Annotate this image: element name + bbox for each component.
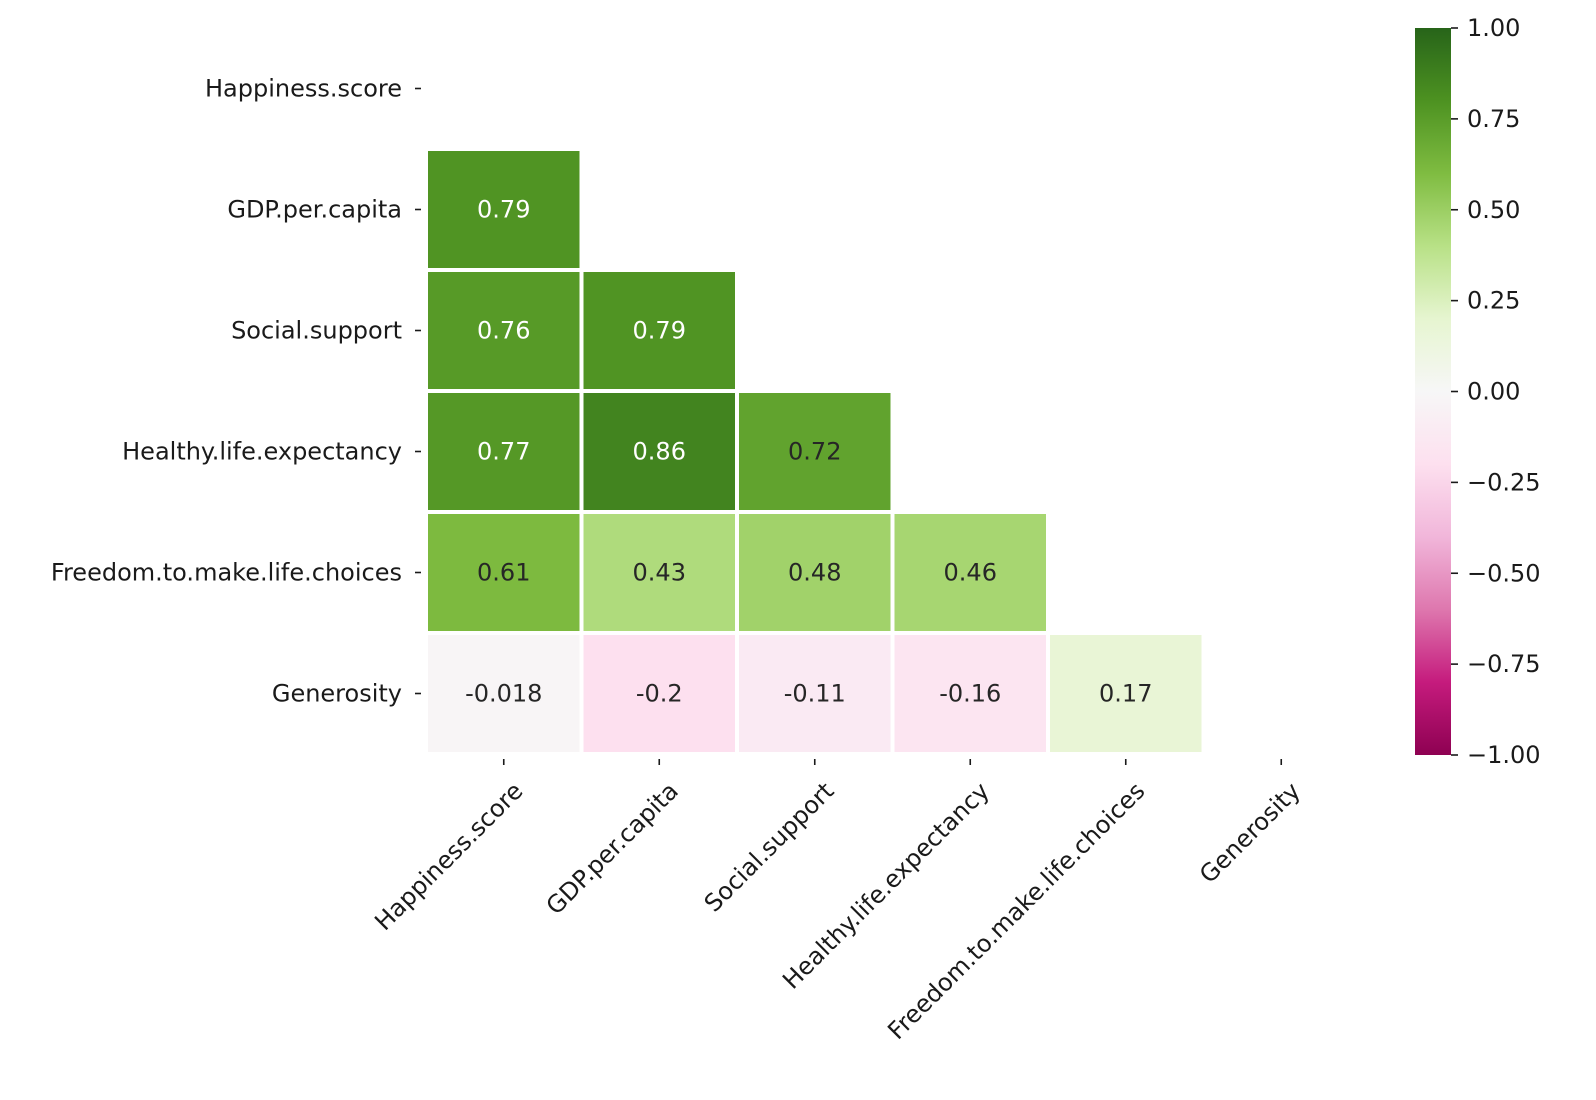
heatmap-cell xyxy=(428,151,580,268)
heatmap-cell xyxy=(1050,635,1202,752)
y-tick-label: Social.support xyxy=(231,317,402,345)
colorbar-tick-label: 0.00 xyxy=(1467,378,1520,406)
colorbar-tick-label: −0.50 xyxy=(1467,559,1541,587)
heatmap-cell xyxy=(583,514,735,631)
colorbar-tick-label: 0.75 xyxy=(1467,105,1520,133)
heatmap-cells: 0.79 0.76 0.79 0.77 0.86 0.72 0.61 0.43 0.48 0.46… xyxy=(428,151,1202,752)
cell-value-label: 0.86 xyxy=(633,438,686,466)
cell-value-label: -0.11 xyxy=(784,680,846,708)
cell-value-label: 0.17 xyxy=(1099,680,1152,708)
colorbar-tick-label: 1.00 xyxy=(1467,14,1520,42)
cell-value-label: 0.43 xyxy=(633,559,686,587)
cell-value-label: 0.79 xyxy=(477,196,530,224)
cell-value-label: 0.46 xyxy=(944,559,997,587)
y-tick-label: GDP.per.capita xyxy=(227,196,402,224)
heatmap-cell xyxy=(583,272,735,389)
colorbar: 1.00 0.75 0.50 0.25 0.00 −0.25 −0.50 −0.75 −1.00 xyxy=(1415,14,1541,769)
y-axis-labels: Happiness.score GDP.per.capita Social.supp… xyxy=(51,75,421,708)
heatmap-cell xyxy=(583,635,735,752)
cell-value-label: -0.16 xyxy=(939,680,1001,708)
y-tick-label: Healthy.life.expectancy xyxy=(122,438,402,466)
heatmap-cell xyxy=(739,635,891,752)
cell-value-label: 0.79 xyxy=(633,317,686,345)
y-tick-label: Happiness.score xyxy=(205,75,402,103)
x-tick-label: Happiness.score xyxy=(369,777,528,936)
heatmap-cell xyxy=(428,393,580,510)
x-axis-labels: Happiness.score GDP.per.capita Social.supp… xyxy=(369,759,1306,1045)
cell-value-label: 0.72 xyxy=(788,438,841,466)
x-tick-label: GDP.per.capita xyxy=(541,777,684,920)
colorbar-gradient xyxy=(1415,28,1451,755)
y-tick-label: Freedom.to.make.life.choices xyxy=(51,559,402,587)
colorbar-tick-label: −0.75 xyxy=(1467,650,1541,678)
x-tick-label: Social.support xyxy=(699,777,840,918)
cell-value-label: 0.48 xyxy=(788,559,841,587)
cell-value-label: -0.018 xyxy=(465,680,542,708)
heatmap-cell xyxy=(739,393,891,510)
colorbar-tick-label: −1.00 xyxy=(1467,741,1541,769)
heatmap-cell xyxy=(428,635,580,752)
colorbar-tick-label: 0.50 xyxy=(1467,196,1520,224)
heatmap-cell xyxy=(428,272,580,389)
x-tick-label: Generosity xyxy=(1194,777,1306,889)
heatmap-cell xyxy=(583,393,735,510)
cell-value-label: 0.77 xyxy=(477,438,530,466)
cell-value-label: -0.2 xyxy=(636,680,683,708)
heatmap-cell xyxy=(894,514,1046,631)
x-tick-label: Freedom.to.make.life.choices xyxy=(882,777,1150,1045)
heatmap-cell xyxy=(894,635,1046,752)
cell-value-label: 0.61 xyxy=(477,559,530,587)
y-tick-label: Generosity xyxy=(272,680,402,708)
heatmap-cell xyxy=(428,514,580,631)
heatmap-cell xyxy=(739,514,891,631)
colorbar-tick-label: 0.25 xyxy=(1467,287,1520,315)
colorbar-tick-label: −0.25 xyxy=(1467,468,1541,496)
cell-value-label: 0.76 xyxy=(477,317,530,345)
